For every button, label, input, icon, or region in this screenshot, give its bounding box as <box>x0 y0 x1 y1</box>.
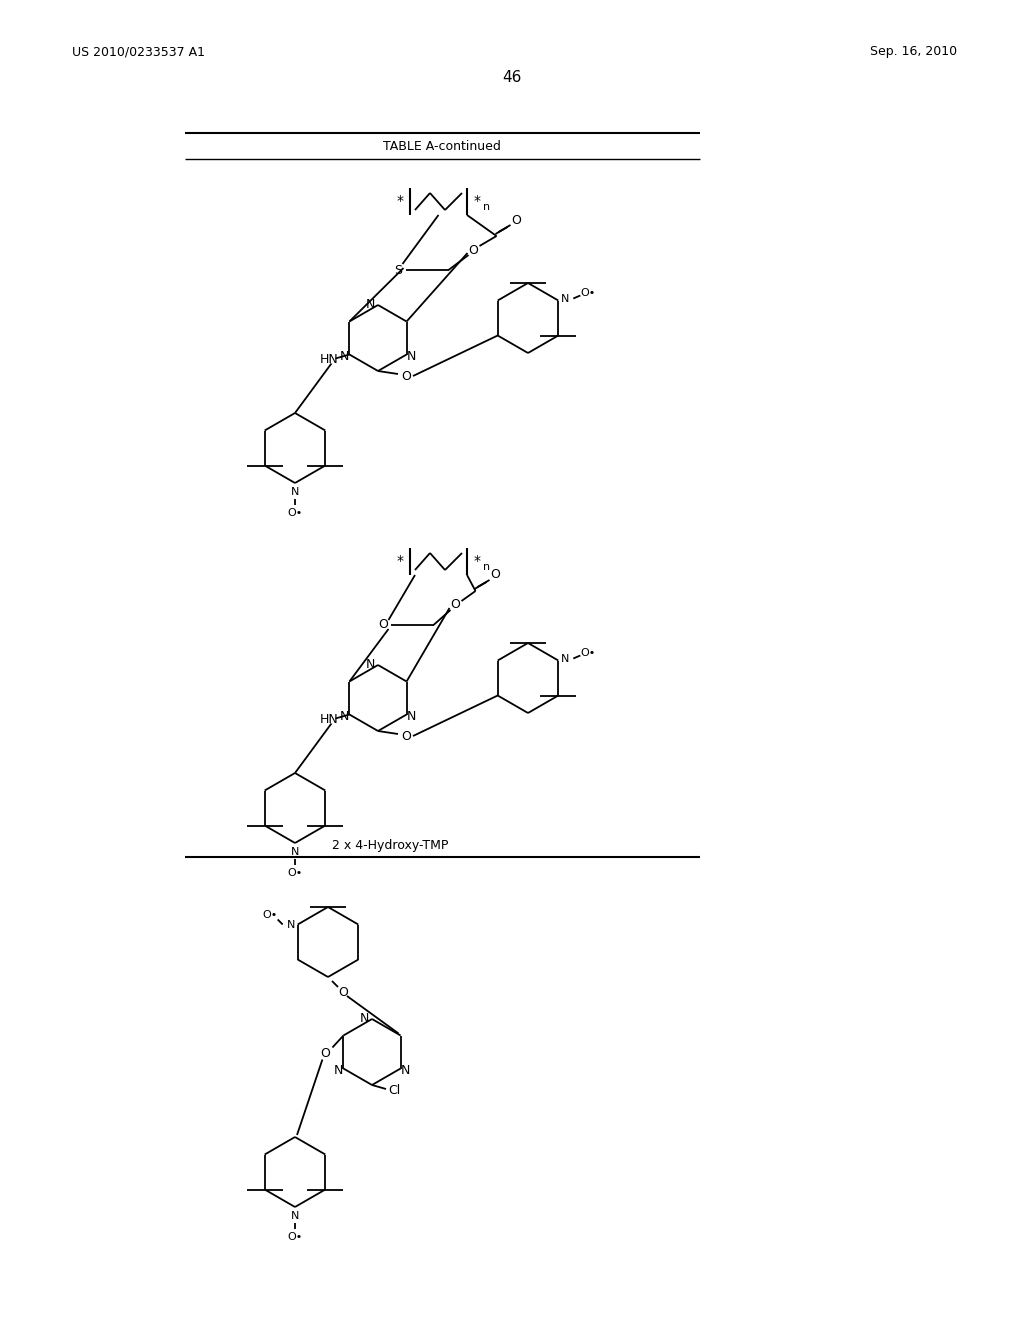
Text: O: O <box>469 243 478 256</box>
Text: S: S <box>394 264 402 276</box>
Text: N: N <box>340 710 349 723</box>
Text: O•: O• <box>262 909 278 920</box>
Text: N: N <box>407 350 417 363</box>
Text: N: N <box>340 350 349 363</box>
Text: N: N <box>400 1064 411 1077</box>
Text: N: N <box>334 1064 343 1077</box>
Text: HN: HN <box>321 352 339 366</box>
Text: O: O <box>512 214 521 227</box>
Text: Sep. 16, 2010: Sep. 16, 2010 <box>870 45 957 58</box>
Text: Cl: Cl <box>388 1084 400 1097</box>
Text: O•: O• <box>288 869 303 878</box>
Text: 2 x 4-Hydroxy-TMP: 2 x 4-Hydroxy-TMP <box>332 838 449 851</box>
Text: n: n <box>483 561 490 572</box>
Text: O: O <box>401 370 411 383</box>
Text: N: N <box>287 920 295 929</box>
Text: N: N <box>561 294 569 305</box>
Text: N: N <box>291 847 299 857</box>
Text: *: * <box>396 554 403 569</box>
Text: O: O <box>338 986 348 998</box>
Text: N: N <box>359 1012 369 1026</box>
Text: N: N <box>366 298 375 312</box>
Text: O•: O• <box>288 1232 303 1242</box>
Text: N: N <box>561 655 569 664</box>
Text: O: O <box>321 1047 331 1060</box>
Text: O: O <box>451 598 461 611</box>
Text: N: N <box>291 487 299 498</box>
Text: N: N <box>291 1210 299 1221</box>
Text: US 2010/0233537 A1: US 2010/0233537 A1 <box>72 45 205 58</box>
Text: O•: O• <box>581 648 596 659</box>
Text: N: N <box>366 659 375 672</box>
Text: n: n <box>483 202 490 211</box>
Text: O: O <box>490 569 501 582</box>
Text: *: * <box>473 194 480 209</box>
Text: O•: O• <box>288 508 303 517</box>
Text: 46: 46 <box>503 70 521 86</box>
Text: N: N <box>407 710 417 723</box>
Text: *: * <box>473 554 480 569</box>
Text: O: O <box>401 730 411 742</box>
Text: TABLE A-continued: TABLE A-continued <box>383 140 501 153</box>
Text: HN: HN <box>321 713 339 726</box>
Text: O: O <box>379 619 388 631</box>
Text: *: * <box>396 194 403 209</box>
Text: O•: O• <box>581 289 596 298</box>
